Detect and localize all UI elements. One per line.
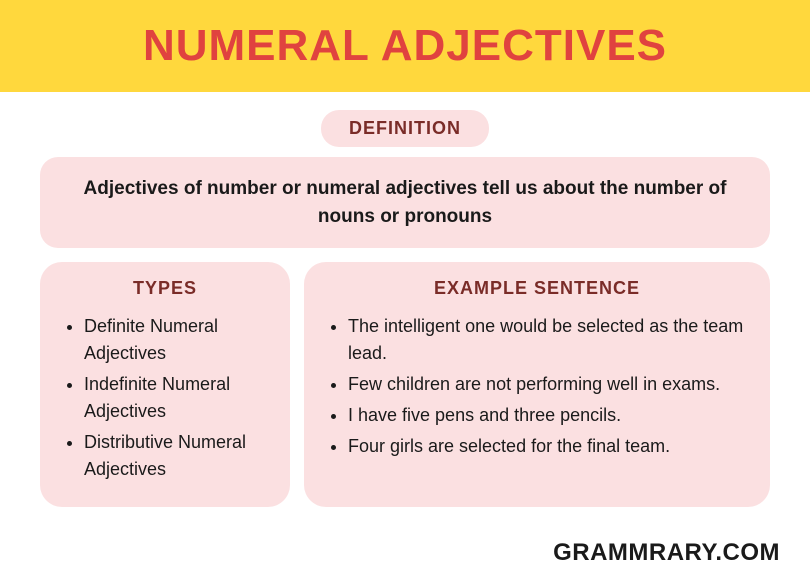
footer-site: Grammrary.com: [553, 539, 780, 567]
title-banner: Numeral Adjectives: [0, 0, 810, 92]
definition-label: Definition: [349, 118, 461, 139]
list-item: The intelligent one would be selected as…: [348, 313, 748, 367]
types-list: Definite Numeral Adjectives Indefinite N…: [62, 313, 268, 483]
definition-pill: Definition: [321, 110, 489, 147]
types-card: Types Definite Numeral Adjectives Indefi…: [40, 262, 290, 507]
definition-text: Adjectives of number or numeral adjectiv…: [70, 175, 740, 230]
page-title: Numeral Adjectives: [143, 21, 667, 71]
list-item: Few children are not performing well in …: [348, 371, 748, 398]
list-item: Four girls are selected for the final te…: [348, 433, 748, 460]
content-row: Types Definite Numeral Adjectives Indefi…: [40, 262, 770, 507]
list-item: I have five pens and three pencils.: [348, 402, 748, 429]
list-item: Indefinite Numeral Adjectives: [84, 371, 268, 425]
types-heading: Types: [62, 278, 268, 299]
definition-card: Adjectives of number or numeral adjectiv…: [40, 157, 770, 248]
examples-list: The intelligent one would be selected as…: [326, 313, 748, 460]
list-item: Distributive Numeral Adjectives: [84, 429, 268, 483]
list-item: Definite Numeral Adjectives: [84, 313, 268, 367]
examples-card: Example Sentence The intelligent one wou…: [304, 262, 770, 507]
examples-heading: Example Sentence: [326, 278, 748, 299]
